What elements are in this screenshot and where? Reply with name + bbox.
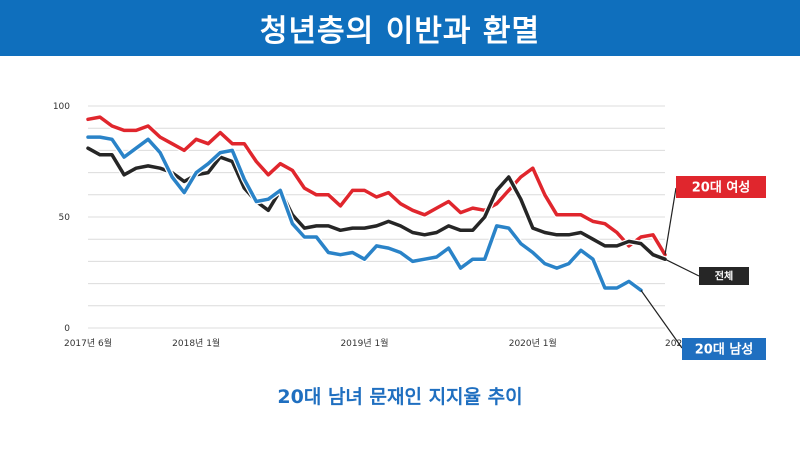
leader-line-total xyxy=(664,258,700,277)
header-banner: 청년층의 이반과 환멸 xyxy=(0,0,800,56)
y-tick-label: 100 xyxy=(53,102,70,112)
leader-line-women xyxy=(664,187,677,255)
y-tick-label: 50 xyxy=(59,213,71,223)
leader-line-men xyxy=(640,289,683,349)
x-tick-label: 2018년 1월 xyxy=(172,337,220,349)
series-label-women: 20대 여성 xyxy=(692,180,751,196)
series-line-men xyxy=(86,135,643,293)
series-line-halo-total xyxy=(85,145,668,263)
series-label-box-men xyxy=(682,338,766,360)
series-label-box-total xyxy=(699,267,749,285)
series-label-total: 전체 xyxy=(715,270,733,283)
series-label-men: 20대 남성 xyxy=(695,342,754,358)
series-line-women xyxy=(86,115,667,257)
y-tick-label: 0 xyxy=(64,324,70,334)
x-tick-label: 2020년 1월 xyxy=(509,337,557,349)
page-title: 청년층의 이반과 환멸 xyxy=(259,14,541,49)
x-tick-label: 2019년 1월 xyxy=(340,337,388,349)
chart-caption: 20대 남녀 문재인 지지율 추이 xyxy=(277,386,523,408)
line-chart: 0 50 100 2017년 6월 2018년 1월 2019년 1월 2020년 1월 20… xyxy=(53,102,766,360)
x-tick-label: 2017년 6월 xyxy=(64,337,112,349)
series-line-total xyxy=(86,146,667,261)
series-label-box-women xyxy=(676,176,766,198)
